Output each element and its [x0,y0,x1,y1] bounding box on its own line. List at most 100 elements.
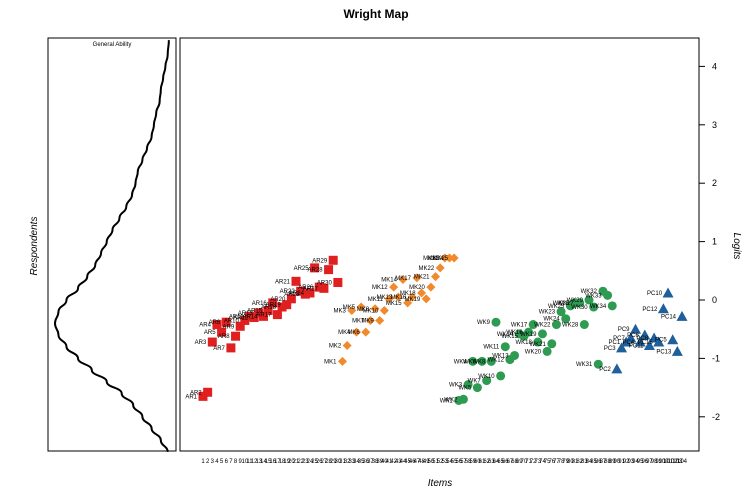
x-axis-tick-label: 8 [234,459,238,465]
x-axis-tick-label: 24 [307,459,314,465]
data-point [593,359,603,369]
data-point-label: AR10 [224,318,240,324]
x-axis-tick-label: 94 [632,459,639,465]
x-axis-tick-label: 88 [604,459,611,465]
data-point-label: AR30 [317,280,333,286]
x-axis-tick-label: 66 [502,459,509,465]
x-axis-tick-label: 18 [279,459,286,465]
x-axis-tick-label: 1 [201,459,205,465]
data-point [375,315,385,325]
data-point-label: AR28 [308,268,324,274]
data-point-label: MK19 [405,297,421,303]
x-axis-tick-label: 104 [677,459,688,465]
data-point-label: WK34 [590,304,607,310]
x-axis-tick-label: 59 [469,459,476,465]
data-point-label: WK17 [511,323,528,329]
data-point-label: AR4 [199,323,211,329]
data-point-label: AR9 [223,324,235,330]
x-axis-tick-label: 96 [641,459,648,465]
data-point [361,327,371,337]
x-axis-tick-label: 13 [255,459,262,465]
x-axis-tick-label: 76 [548,459,555,465]
x-axis-tick-label: 64 [493,459,500,465]
data-point-label: PC8 [636,336,648,342]
data-point [449,253,459,263]
data-point-label: WK33 [585,293,602,299]
data-point-label: AR6 [209,320,221,326]
x-axis-title: Items [428,478,452,489]
data-point [291,276,301,286]
left-y-axis-title: Respondents [29,217,40,276]
data-point-label: PC10 [647,291,663,297]
data-point [616,342,628,353]
series-ar: AR1AR2AR3AR4AR5AR6AR7AR8AR9AR10AR11AR12A… [185,255,343,401]
data-point-label: PC1 [609,340,621,346]
data-point [657,303,669,314]
data-point [496,371,506,381]
data-point [463,380,473,390]
data-point-label: PC6 [627,333,639,339]
x-axis-tick-label: 15 [265,459,272,465]
x-axis-tick-label: 38 [372,459,379,465]
data-point-label: WK30 [571,305,588,311]
data-point [258,311,268,321]
data-point-label: WK27 [557,301,574,307]
x-axis-tick-labels: 1 2 3 4 5 6 7 8 9 1011121314151617181920212223242… [201,459,687,465]
data-point-label: AR15 [247,309,263,315]
x-axis-tick-label: 78 [558,459,565,465]
x-axis-tick-label: 46 [409,459,416,465]
data-point-label: AR8 [218,334,230,340]
x-axis-tick-label: 21 [293,459,300,465]
x-axis-tick-label: 30 [335,459,342,465]
data-point-label: MK23 [423,256,439,262]
data-point [561,314,571,324]
data-point [342,341,352,351]
data-point [203,387,213,397]
x-axis-tick-label: 103 [672,459,683,465]
data-point [524,327,534,337]
data-point [671,345,683,356]
y-axis-tick-label: -1 [712,353,720,363]
x-axis-tick-label: 97 [646,459,653,465]
data-point [328,255,338,265]
data-point [653,336,665,347]
data-point-label: WK25 [548,304,565,310]
y-axis-tick-label: 3 [712,120,717,130]
data-point-label: MK20 [409,285,425,291]
x-axis-tick-label: 81 [572,459,579,465]
data-point [412,273,422,283]
data-point-label: MK22 [418,266,434,272]
data-point [286,294,296,304]
x-axis-tick-label: 53 [441,459,448,465]
x-axis-tick-label: 62 [483,459,490,465]
data-point-label: MK10 [363,309,379,315]
data-point [231,331,241,341]
data-point [584,295,594,305]
data-point-label: WK20 [525,349,542,355]
data-point [603,290,613,300]
data-point-label: AR24 [289,291,305,297]
data-point [300,289,310,299]
data-point-label: AR23 [284,292,300,298]
data-point-label: AR22 [280,289,296,295]
data-point-label: WK10 [478,374,495,380]
x-axis-tick-label: 40 [381,459,388,465]
data-point-label: WK11 [483,345,500,351]
data-point-label: MK9 [361,318,374,324]
data-point [472,383,482,393]
data-point-label: WK1 [440,398,454,404]
x-axis-tick-label: 43 [395,459,402,465]
data-point [676,310,688,321]
data-point [458,394,468,404]
data-point-label: WK32 [581,289,598,295]
x-axis-tick-label: 27 [321,459,328,465]
data-point [249,313,259,323]
data-point-label: AR29 [312,258,328,264]
data-point [226,343,236,353]
data-point [542,346,552,356]
data-point [207,337,217,347]
x-axis-tick-label: 12 [251,459,258,465]
data-point [491,317,501,327]
right-y-axis: -2 -1 0 1 2 3 4 [698,61,720,422]
data-point-label: MK18 [400,291,416,297]
